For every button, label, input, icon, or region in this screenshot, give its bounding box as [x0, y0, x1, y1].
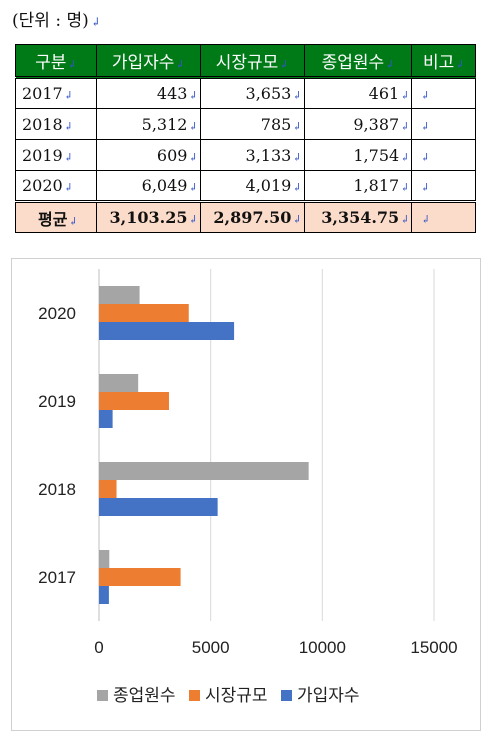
- bar: [99, 322, 235, 340]
- cell-average-note: ↲: [411, 200, 476, 233]
- cell-average-market: 2,897.50↲: [199, 200, 305, 233]
- bar: [99, 586, 109, 604]
- cell-average-employees: 3,354.75↲: [303, 200, 413, 233]
- x-tick-label: 15000: [410, 638, 457, 657]
- cell-note: ↲: [411, 108, 476, 140]
- header-employees: 종업원수↲: [303, 44, 413, 79]
- y-tick-label: 2019: [38, 392, 76, 411]
- cell-employees: 1,817↲: [303, 170, 413, 202]
- cell-year: 2018↲: [15, 108, 97, 140]
- header-market: 시장규모↲: [199, 44, 305, 79]
- table-row: 2019↲ 609↲ 3,133↲ 1,754↲ ↲: [15, 139, 476, 171]
- cell-subscribers: 609↲: [95, 139, 201, 171]
- cell-employees: 461↲: [303, 77, 413, 109]
- bar: [99, 410, 113, 428]
- data-table: 구분↲ 가입자수↲ 시장규모↲ 종업원수↲ 비고↲ 2017↲ 443↲ 3,6…: [15, 44, 476, 233]
- cell-subscribers: 6,049↲: [95, 170, 201, 202]
- bar: [99, 304, 189, 322]
- y-tick-label: 2020: [38, 304, 76, 323]
- chart-svg: 0 5000 10000 15000 2017 2018 2019 2020 종업원수 시장규모 가…: [38, 269, 458, 705]
- cell-note: ↲: [411, 170, 476, 202]
- cell-year: 2017↲: [15, 77, 97, 109]
- bar: [99, 568, 181, 586]
- legend-label: 종업원수: [113, 686, 176, 705]
- cell-subscribers: 443↲: [95, 77, 201, 109]
- bar: [99, 550, 110, 568]
- header-gubun: 구분↲: [15, 44, 97, 79]
- cell-market: 3,653↲: [199, 77, 305, 109]
- y-tick-label: 2017: [38, 568, 76, 587]
- cell-market: 3,133↲: [199, 139, 305, 171]
- cell-note: ↲: [411, 139, 476, 171]
- cell-market: 785↲: [199, 108, 305, 140]
- cell-average-label: 평균↲: [15, 200, 97, 233]
- unit-label: (단위 : 명) ↲: [12, 11, 101, 31]
- bar: [99, 480, 117, 498]
- header-note: 비고↲: [411, 44, 476, 79]
- bar: [99, 462, 309, 480]
- average-row: 평균↲ 3,103.25↲ 2,897.50↲ 3,354.75↲ ↲: [15, 200, 476, 233]
- cell-note: ↲: [411, 77, 476, 109]
- cell-average-subscribers: 3,103.25↲: [95, 200, 201, 233]
- x-tick-label: 0: [94, 638, 103, 657]
- cell-employees: 1,754↲: [303, 139, 413, 171]
- cell-market: 4,019↲: [199, 170, 305, 202]
- bar-chart: 0 5000 10000 15000 2017 2018 2019 2020 종업원수 시장규모 가…: [11, 258, 481, 731]
- table-row: 2017↲ 443↲ 3,653↲ 461↲ ↲: [15, 77, 476, 109]
- x-tick-label: 10000: [299, 638, 346, 657]
- legend-swatch: [281, 690, 292, 701]
- legend-label: 시장규모: [205, 686, 268, 705]
- bar: [99, 374, 139, 392]
- cell-employees: 9,387↲: [303, 108, 413, 140]
- y-tick-label: 2018: [38, 480, 76, 499]
- bar: [99, 498, 218, 516]
- cell-year: 2020↲: [15, 170, 97, 202]
- x-tick-label: 5000: [192, 638, 230, 657]
- table-row: 2020↲ 6,049↲ 4,019↲ 1,817↲ ↲: [15, 170, 476, 202]
- table-header-row: 구분↲ 가입자수↲ 시장규모↲ 종업원수↲ 비고↲: [15, 44, 476, 79]
- bar: [99, 392, 169, 410]
- header-subscribers: 가입자수↲: [95, 44, 201, 79]
- table-row: 2018↲ 5,312↲ 785↲ 9,387↲ ↲: [15, 108, 476, 140]
- legend-swatch: [97, 690, 108, 701]
- legend-label: 가입자수: [297, 686, 360, 705]
- cell-year: 2019↲: [15, 139, 97, 171]
- cell-subscribers: 5,312↲: [95, 108, 201, 140]
- legend-swatch: [189, 690, 200, 701]
- paragraph-mark-icon: ↲: [90, 15, 101, 29]
- bar: [99, 286, 140, 304]
